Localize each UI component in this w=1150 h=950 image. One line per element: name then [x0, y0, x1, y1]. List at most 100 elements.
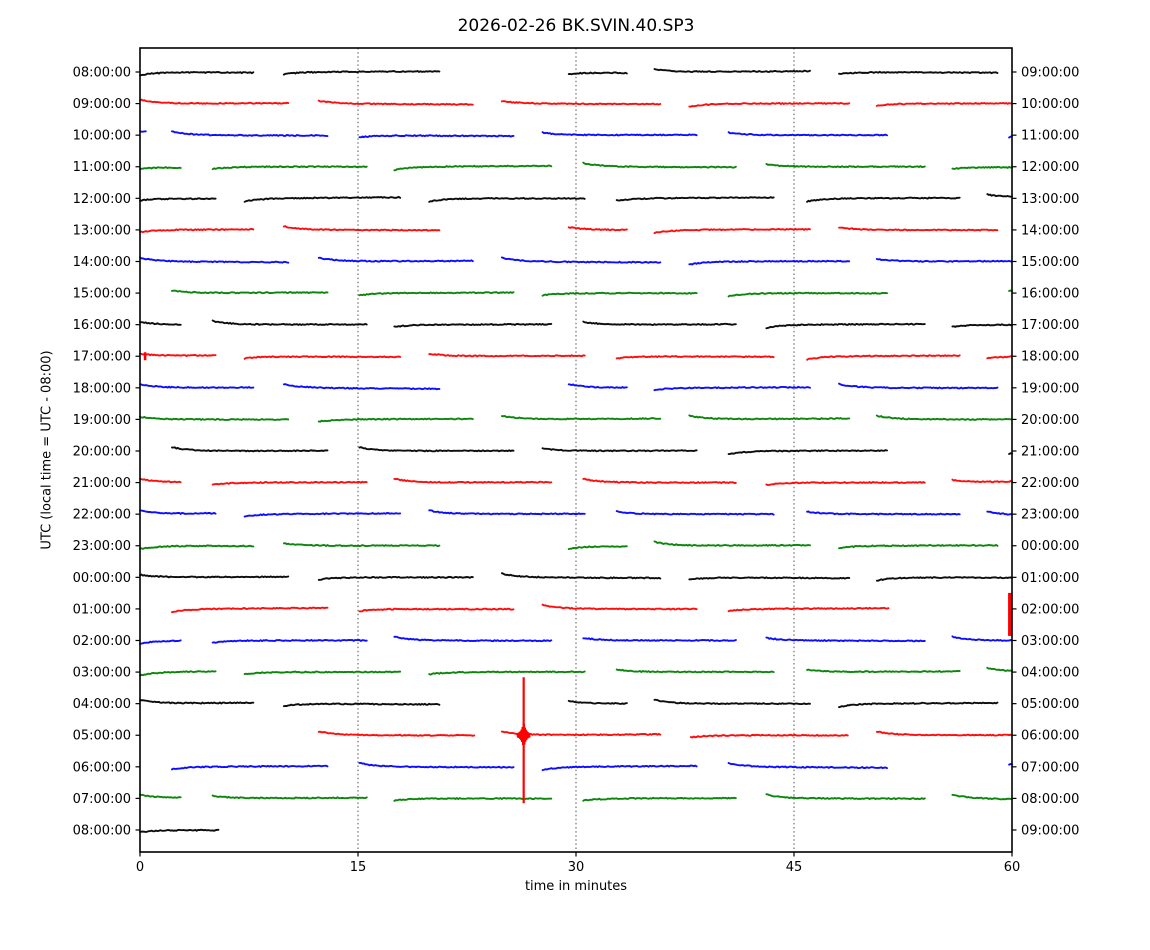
right-time-label: 20:00:00 [1021, 413, 1079, 428]
trace-segment [688, 414, 851, 421]
trace-segment [653, 698, 811, 706]
trace-segment [615, 355, 775, 360]
trace-segment [727, 291, 888, 298]
trace-segment [139, 352, 217, 358]
right-time-label: 09:00:00 [1021, 66, 1079, 81]
trace-segment [653, 540, 811, 547]
trace-segment [317, 730, 476, 737]
trace-segment [951, 478, 1013, 484]
trace-segment [875, 730, 1013, 737]
trace-segment [500, 414, 662, 421]
trace-segment [875, 414, 1013, 421]
trace-segment [875, 576, 1013, 582]
trace-segment [582, 161, 737, 169]
trace-segment [986, 510, 1013, 516]
trace-segment [358, 134, 515, 139]
trace-segment [139, 415, 290, 421]
left-time-label: 03:00:00 [73, 666, 131, 681]
trace-segment [139, 98, 290, 105]
right-time-label: 11:00:00 [1021, 129, 1079, 144]
trace-segment [139, 509, 217, 515]
trace-segment [951, 323, 1013, 328]
right-time-label: 23:00:00 [1021, 508, 1079, 523]
left-time-label: 21:00:00 [73, 476, 131, 491]
right-time-label: 13:00:00 [1021, 192, 1079, 207]
left-time-label: 06:00:00 [73, 760, 131, 775]
trace-segment [615, 510, 775, 516]
trace-segment [139, 544, 255, 550]
right-time-label: 22:00:00 [1021, 476, 1079, 491]
right-time-label: 21:00:00 [1021, 444, 1079, 459]
x-axis-label: time in minutes [524, 879, 628, 894]
trace-segment [567, 545, 628, 550]
trace-segment [951, 793, 1013, 801]
left-time-label: 05:00:00 [73, 729, 131, 744]
trace-segment [211, 319, 368, 327]
trace-segment [806, 510, 961, 516]
left-time-label: 23:00:00 [73, 539, 131, 554]
trace-segment [615, 668, 775, 674]
trace-segment [838, 226, 999, 232]
trace-segment [765, 163, 926, 169]
trace-segment [582, 796, 737, 802]
right-time-label: 09:00:00 [1021, 823, 1079, 838]
trace-segment [317, 417, 474, 423]
trace-segment [171, 130, 329, 138]
trace-segment [653, 227, 811, 235]
trace-segment [582, 477, 737, 485]
left-time-label: 04:00:00 [73, 697, 131, 712]
trace-segment [500, 100, 662, 106]
left-time-label: 20:00:00 [73, 444, 131, 459]
x-tick-label: 30 [568, 860, 585, 875]
trace-segment [211, 794, 368, 800]
trace-segment [567, 71, 628, 76]
trace-segment [139, 130, 147, 133]
trace-segment [838, 701, 999, 709]
right-time-label: 05:00:00 [1021, 697, 1079, 712]
trace-segment [428, 509, 586, 516]
x-tick-label: 0 [136, 860, 144, 875]
trace-segment [393, 477, 553, 484]
trace-segment [211, 165, 368, 171]
left-time-label: 01:00:00 [73, 602, 131, 617]
trace-segment [582, 637, 737, 642]
trace-segment [806, 354, 961, 361]
trace-segment [428, 353, 586, 358]
trace-segment [541, 131, 698, 137]
trace-segment [243, 355, 402, 360]
trace-segment [541, 447, 698, 453]
right-time-label: 19:00:00 [1021, 381, 1079, 396]
trace-segment [139, 639, 182, 645]
trace-segment [500, 256, 662, 264]
left-time-label: 00:00:00 [73, 571, 131, 586]
x-tick-label: 15 [350, 860, 367, 875]
trace-segment [838, 70, 999, 75]
trace-segment [358, 607, 515, 613]
right-time-label: 02:00:00 [1021, 602, 1079, 617]
trace-segment [951, 165, 1013, 170]
left-time-label: 17:00:00 [73, 350, 131, 365]
left-time-label: 02:00:00 [73, 634, 131, 649]
trace-segment [139, 71, 255, 77]
trace-segment [139, 383, 255, 389]
trace-segment [727, 606, 890, 613]
trace-segment [358, 762, 515, 769]
right-time-label: 06:00:00 [1021, 729, 1079, 744]
trace-segment [727, 449, 888, 456]
trace-segment [243, 195, 402, 203]
trace-segment [653, 68, 811, 74]
right-time-label: 14:00:00 [1021, 223, 1079, 238]
trace-segment [428, 670, 586, 676]
left-time-label: 13:00:00 [73, 223, 131, 238]
trace-segment [282, 542, 441, 548]
trace-segment [317, 575, 474, 581]
trace-segment [358, 291, 515, 297]
trace-segment [139, 793, 182, 799]
trace-segment [282, 702, 441, 708]
left-time-label: 10:00:00 [73, 129, 131, 144]
right-time-label: 12:00:00 [1021, 160, 1079, 175]
right-time-label: 10:00:00 [1021, 97, 1079, 112]
right-time-label: 03:00:00 [1021, 634, 1079, 649]
right-time-label: 16:00:00 [1021, 287, 1079, 302]
